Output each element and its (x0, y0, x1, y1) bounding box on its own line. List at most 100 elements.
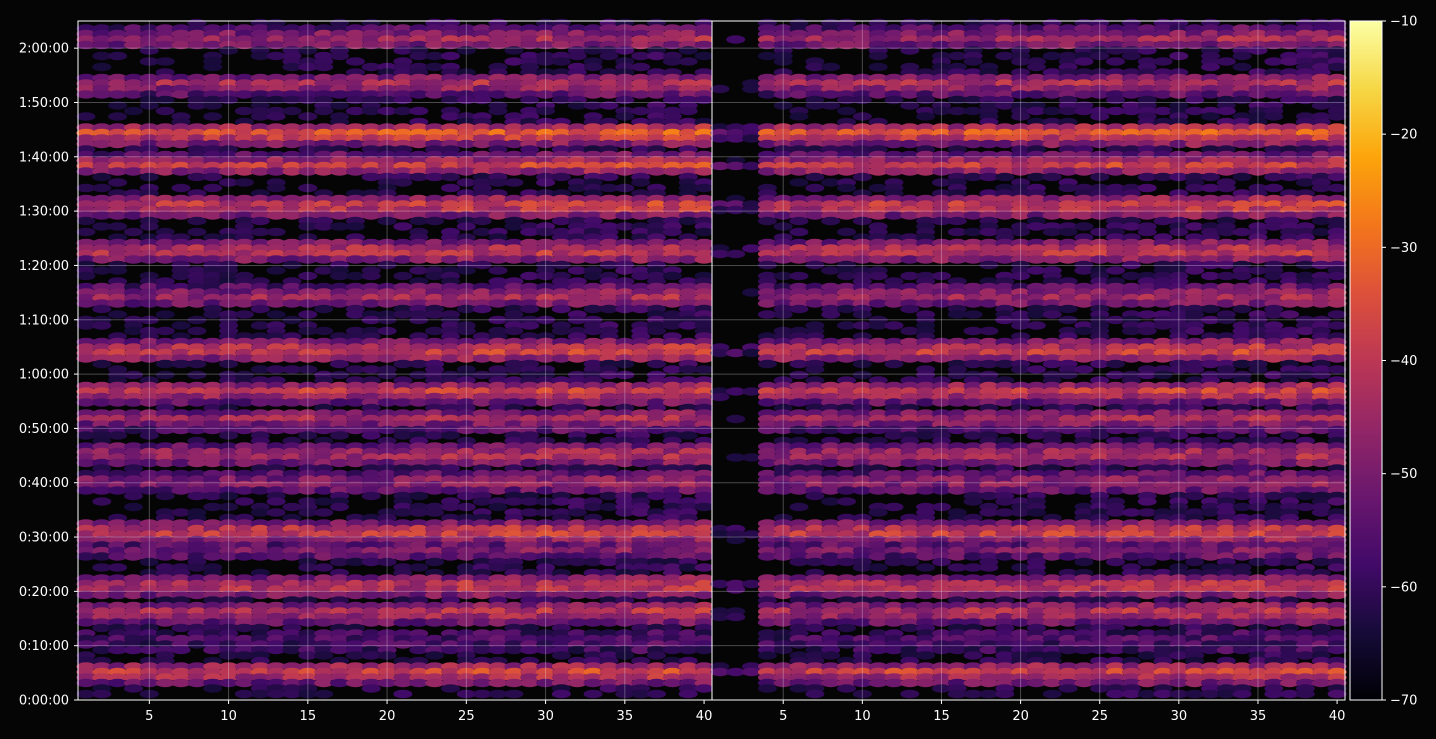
heatmap-cell (155, 57, 175, 66)
heatmap-cell (631, 255, 651, 264)
heatmap-cell (139, 57, 159, 66)
heatmap-cell (155, 255, 175, 264)
heatmap-cell (441, 211, 460, 220)
panels-layer (76, 18, 1347, 700)
heatmap-cell (171, 645, 191, 655)
heatmap-cell (456, 178, 476, 187)
heatmap-cell (108, 266, 128, 275)
heatmap-cell (536, 178, 556, 187)
heatmap-cell (409, 51, 429, 61)
heatmap-cell (551, 95, 571, 105)
heatmap-cell (1026, 62, 1046, 72)
heatmap-cell (662, 95, 682, 105)
heatmap-cell (694, 255, 714, 264)
heatmap-cell (250, 112, 270, 121)
heatmap-cell (488, 40, 508, 50)
heatmap-cell (139, 101, 159, 110)
heatmap-cell (361, 491, 381, 501)
heatmap-cell (551, 172, 571, 182)
heatmap-cell (631, 51, 651, 61)
heatmap-cell (108, 563, 128, 572)
heatmap-cell (330, 359, 349, 369)
heatmap-cell (694, 365, 714, 374)
heatmap-cell (282, 95, 302, 105)
heatmap-panel-2 (710, 18, 1347, 700)
heatmap-cell (108, 211, 128, 220)
heatmap-cell (92, 62, 112, 72)
heatmap-cell (203, 172, 223, 182)
heatmap-cell (837, 183, 856, 193)
heatmap-cell (361, 172, 381, 182)
heatmap-cell (155, 106, 175, 116)
heatmap-cell (1327, 62, 1347, 72)
heatmap-cell (567, 167, 587, 176)
heatmap-cell (551, 57, 571, 66)
heatmap-cell (678, 431, 698, 440)
heatmap-cell (314, 651, 334, 660)
heatmap-cell (298, 183, 318, 193)
heatmap-cell (76, 227, 96, 237)
heatmap-cell (139, 222, 159, 231)
heatmap-cell (441, 95, 460, 105)
heatmap-cell (1327, 112, 1347, 121)
heatmap-cell (187, 40, 207, 50)
heatmap-cell (504, 90, 524, 99)
heatmap-cell (425, 62, 445, 72)
heatmap-cell (1201, 112, 1220, 121)
heatmap-cell (234, 167, 254, 176)
heatmap-cell (330, 101, 349, 110)
heatmap-cell (124, 502, 143, 512)
heatmap-cell (234, 106, 254, 116)
heatmap-cell (456, 139, 476, 149)
heatmap-cell (504, 178, 524, 187)
heatmap-cell (472, 304, 492, 314)
heatmap-cell (694, 40, 714, 50)
heatmap-cell (76, 216, 96, 226)
heatmap-cell (599, 211, 619, 220)
heatmap-cell (266, 211, 286, 220)
heatmap-cell (298, 95, 318, 105)
heatmap-cell (314, 304, 334, 314)
heatmap-cell (425, 40, 445, 50)
heatmap-cell (234, 178, 254, 187)
heatmap-cell (250, 304, 270, 314)
heatmap-cell (662, 227, 682, 237)
heatmap-cell (647, 326, 666, 336)
heatmap-cell (298, 46, 318, 55)
heatmap-cell (361, 106, 381, 116)
heatmap-cell (472, 40, 492, 50)
heatmap-cell (868, 51, 888, 61)
heatmap-cell (504, 689, 524, 699)
heatmap-cell (488, 266, 508, 275)
heatmap-cell (1264, 183, 1284, 193)
heatmap-cell (409, 139, 429, 149)
heatmap-cell (409, 491, 429, 501)
heatmap-cell (647, 651, 666, 660)
heatmap-cell (425, 651, 445, 660)
heatmap-cell (155, 310, 175, 319)
heatmap-cell (361, 684, 381, 693)
heatmap-cell (124, 255, 143, 264)
heatmap-cell (266, 139, 286, 149)
heatmap-cell (219, 178, 239, 187)
heatmap-cell (345, 57, 365, 66)
heatmap-cell (124, 167, 143, 176)
heatmap-cell (662, 167, 682, 176)
heatmap-cell (789, 178, 809, 187)
heatmap-cell (345, 40, 365, 50)
heatmap-cell (250, 255, 270, 264)
heatmap-cell (1121, 51, 1141, 61)
heatmap-cell (821, 216, 841, 226)
heatmap-cell (187, 101, 207, 110)
heatmap-cell (694, 502, 714, 512)
heatmap-cell (504, 167, 524, 176)
heatmap-cell (1232, 172, 1252, 182)
heatmap-cell (124, 40, 143, 50)
heatmap-cell (583, 62, 603, 72)
heatmap-cell (266, 310, 286, 319)
heatmap-cell (92, 222, 112, 231)
heatmap-cell (504, 139, 524, 149)
heatmap-cell (409, 172, 429, 182)
heatmap-cell (599, 90, 619, 99)
